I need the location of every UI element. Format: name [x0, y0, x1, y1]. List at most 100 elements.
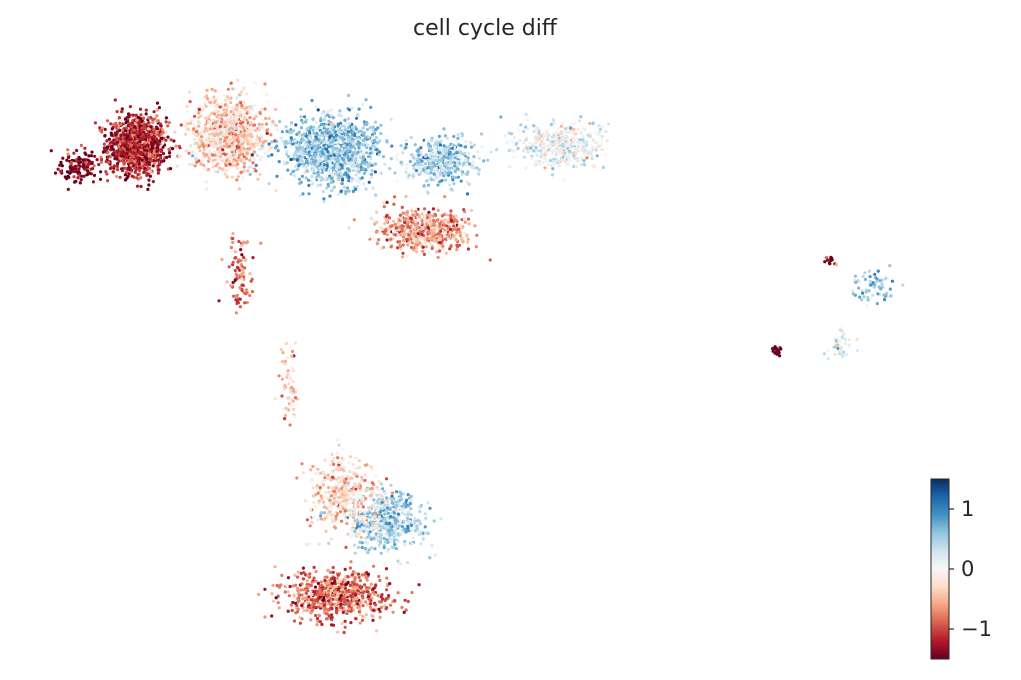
scatter-point: [440, 214, 444, 218]
scatter-point: [109, 148, 113, 152]
scatter-point: [259, 139, 263, 143]
scatter-point: [534, 159, 538, 163]
scatter-point: [124, 120, 128, 125]
scatter-point: [380, 487, 385, 491]
scatter-point: [286, 356, 290, 360]
scatter-point: [241, 112, 246, 116]
scatter-point: [263, 151, 267, 155]
scatter-point: [584, 149, 588, 153]
scatter-point: [294, 123, 298, 127]
scatter-point: [368, 515, 372, 520]
scatter-point: [455, 243, 459, 247]
scatter-point: [250, 134, 254, 139]
scatter-point: [205, 143, 209, 147]
scatter-point: [410, 153, 414, 157]
scatter-point: [319, 139, 323, 143]
scatter-point: [531, 144, 535, 148]
scatter-point: [213, 99, 217, 103]
scatter-point: [204, 104, 208, 108]
scatter-point: [313, 152, 317, 157]
scatter-point: [233, 250, 237, 254]
scatter-point: [285, 150, 289, 154]
scatter-point: [461, 163, 465, 167]
scatter-point: [126, 147, 130, 151]
scatter-point: [250, 128, 254, 132]
scatter-point: [363, 148, 367, 152]
scatter-point: [361, 102, 365, 107]
scatter-point: [362, 133, 366, 138]
scatter-point: [105, 148, 109, 152]
scatter-point: [102, 142, 106, 146]
scatter-point: [237, 127, 241, 131]
scatter-point: [290, 391, 294, 395]
scatter-point: [338, 185, 342, 189]
scatter-point: [432, 218, 436, 222]
scatter-point: [252, 123, 256, 127]
scatter-point: [568, 159, 572, 163]
scatter-point: [462, 208, 466, 212]
scatter-point: [229, 101, 233, 105]
scatter-point: [332, 170, 336, 174]
scatter-point: [299, 115, 303, 119]
scatter-point: [579, 131, 583, 135]
scatter-point: [437, 151, 441, 155]
scatter-point: [355, 114, 360, 118]
scatter-point: [125, 152, 129, 156]
scatter-point: [349, 179, 354, 184]
scatter-point: [449, 187, 453, 191]
scatter-point: [391, 229, 396, 234]
scatter-point: [212, 144, 216, 148]
scatter-point: [235, 159, 239, 163]
scatter-point: [336, 192, 340, 196]
scatter-point: [236, 162, 240, 166]
scatter-point: [126, 112, 131, 116]
scatter-point: [56, 167, 60, 171]
scatter-point: [98, 177, 103, 181]
scatter-point: [289, 124, 294, 128]
scatter-point: [288, 374, 292, 379]
scatter-point: [449, 209, 453, 213]
scatter-point: [117, 159, 121, 163]
scatter-point: [469, 145, 474, 149]
scatter-point: [425, 222, 429, 226]
scatter-point: [293, 139, 298, 143]
scatter-point: [351, 151, 355, 155]
scatter-point: [475, 166, 479, 170]
scatter-point: [370, 139, 374, 143]
scatter-point: [242, 169, 246, 173]
scatter-point: [448, 183, 452, 187]
scatter-point: [184, 132, 188, 136]
scatter-point: [568, 152, 572, 157]
scatter-point: [138, 124, 142, 128]
scatter-point: [394, 154, 399, 158]
scatter-point: [377, 153, 381, 157]
scatter-point: [411, 536, 415, 540]
scatter-point: [220, 257, 224, 262]
scatter-point: [198, 149, 202, 153]
scatter-point: [444, 153, 449, 157]
scatter-point: [210, 87, 214, 91]
scatter-point: [75, 148, 79, 153]
scatter-point: [109, 155, 113, 159]
scatter-point: [281, 351, 285, 355]
scatter-point: [97, 163, 101, 167]
scatter-point: [228, 135, 233, 139]
scatter-point: [559, 124, 564, 128]
scatter-point: [166, 124, 170, 128]
scatter-point: [225, 95, 229, 99]
scatter-point: [562, 129, 566, 133]
scatter-point: [123, 173, 127, 177]
scatter-point: [233, 269, 237, 273]
scatter-point: [548, 159, 553, 163]
scatter-point: [445, 136, 449, 140]
scatter-point: [285, 141, 289, 145]
scatter-point: [332, 146, 336, 150]
scatter-point: [265, 145, 270, 149]
scatter-point: [551, 160, 556, 164]
scatter-point: [221, 93, 225, 97]
scatter-point: [542, 142, 546, 146]
scatter-point: [286, 369, 290, 373]
scatter-point: [550, 173, 555, 177]
scatter-point: [236, 139, 240, 143]
scatter-point: [115, 164, 119, 168]
